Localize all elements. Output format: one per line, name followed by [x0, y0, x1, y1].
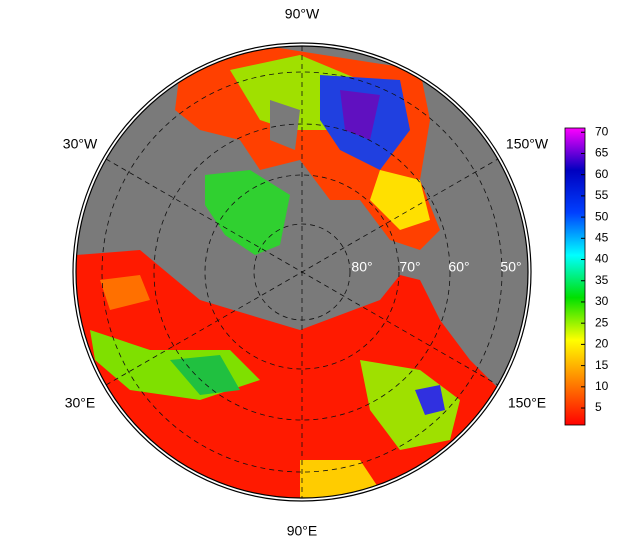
ocean: [270, 100, 300, 150]
longitude-label: 150°W: [506, 136, 549, 152]
map-area: [76, 46, 528, 498]
land-field: [170, 355, 240, 395]
colorbar-scale: [564, 127, 586, 426]
colorbar-tick-label: 60: [595, 167, 609, 181]
colorbar-tick-label: 45: [595, 230, 609, 244]
colorbar-tick-label: 40: [595, 252, 609, 266]
land-field: [100, 275, 150, 310]
colorbar-tick-label: 70: [595, 124, 609, 138]
longitude-label: 150°E: [508, 395, 546, 411]
map-border: [72, 42, 532, 502]
latitude-label: 80°: [351, 259, 372, 275]
longitude-label: 90°W: [285, 6, 320, 22]
longitude-label: 90°E: [287, 523, 318, 539]
land-field: [360, 360, 460, 450]
colorbar-tick-label: 50: [595, 209, 609, 223]
colorbar-tick-label: 55: [595, 188, 609, 202]
map-border: [75, 45, 529, 499]
longitude-label: 30°E: [65, 395, 96, 411]
land-field: [76, 250, 520, 498]
colorbar-tick-label: 20: [595, 337, 609, 351]
colorbar-tick-label: 25: [595, 315, 609, 329]
colorbar-tick-label: 35: [595, 273, 609, 287]
colorbar-tick-label: 30: [595, 294, 609, 308]
land-field: [205, 170, 290, 255]
land-field: [340, 90, 380, 140]
longitude-label: 30°W: [63, 136, 98, 152]
colorbar-tick-label: 10: [595, 379, 609, 393]
colorbar-tick-label: 5: [595, 400, 602, 414]
graticule: [101, 46, 503, 498]
latitude-label: 50°: [500, 259, 521, 275]
colorbar-tick-label: 65: [595, 146, 609, 160]
latitude-label: 60°: [448, 259, 469, 275]
latitude-label: 70°: [399, 259, 420, 275]
land-field: [370, 170, 430, 230]
colorbar-tick-label: 15: [595, 358, 609, 372]
colorbar: 5 10 15 20 25 30 35 40 45 50 55 60 65 70: [564, 124, 609, 426]
land-field: [415, 385, 445, 415]
